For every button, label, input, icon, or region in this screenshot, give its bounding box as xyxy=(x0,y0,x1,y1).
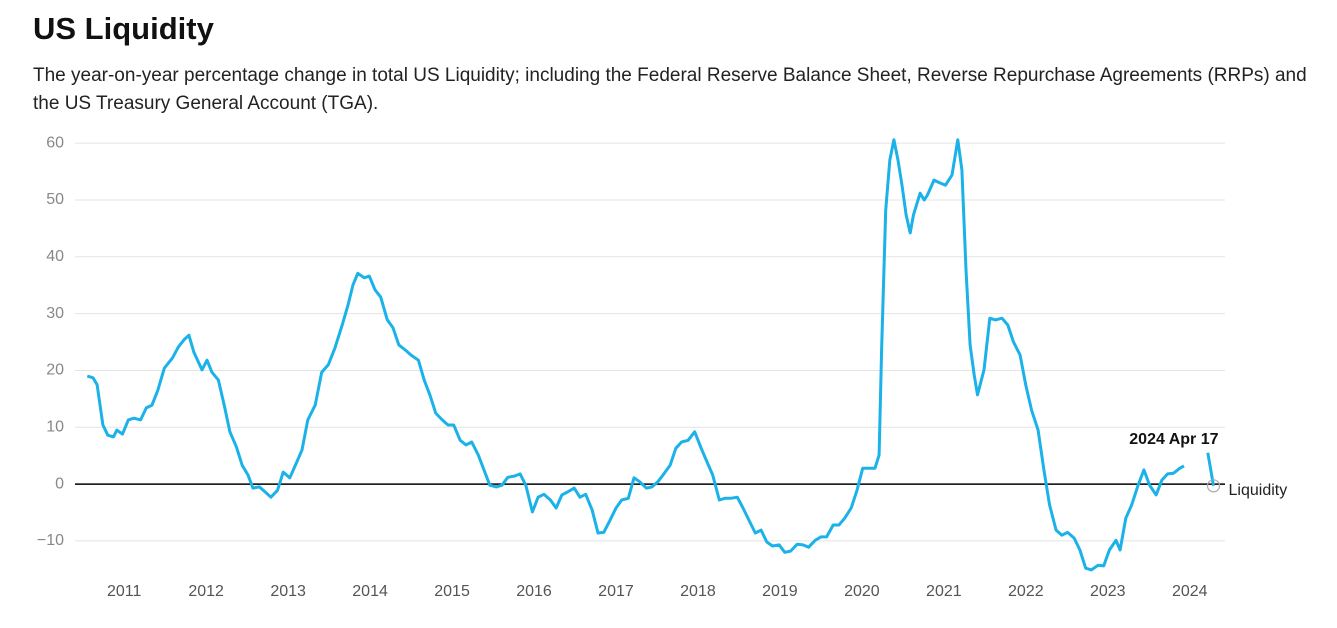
y-tick-label: 60 xyxy=(46,134,64,151)
chart-title: US Liquidity xyxy=(33,11,215,46)
x-tick-label: 2015 xyxy=(434,583,470,600)
series-line xyxy=(86,138,1215,572)
y-tick-label: 10 xyxy=(46,418,64,435)
x-tick-label: 2019 xyxy=(762,583,798,600)
y-tick-label: −10 xyxy=(37,532,64,549)
y-tick-label: 40 xyxy=(46,248,64,265)
chart-subtitle: The year-on-year percentage change in to… xyxy=(33,65,1307,114)
annotation: 2024 Apr 17 xyxy=(1129,431,1218,448)
x-tick-label: 2017 xyxy=(598,583,634,600)
x-tick-label: 2013 xyxy=(270,583,306,600)
y-tick-label: 30 xyxy=(46,305,64,322)
y-tick-label: 20 xyxy=(46,362,64,379)
x-tick-label: 2011 xyxy=(107,583,142,600)
x-tick-label: 2022 xyxy=(1008,583,1044,600)
y-tick-label: 0 xyxy=(55,475,64,492)
legend-label: Liquidity xyxy=(1229,482,1288,499)
subtitle-box: The year-on-year percentage change in to… xyxy=(33,65,1307,114)
x-tick-label: 2021 xyxy=(926,583,962,600)
x-tick-label: 2012 xyxy=(188,583,224,600)
x-tick-label: 2014 xyxy=(352,583,388,600)
x-tick-label: 2018 xyxy=(680,583,716,600)
x-tick-label: 2023 xyxy=(1090,583,1126,600)
x-tick-label: 2016 xyxy=(516,583,552,600)
x-tick-label: 2020 xyxy=(844,583,880,600)
end-point xyxy=(1206,479,1221,493)
y-tick-label: 50 xyxy=(46,191,64,208)
x-tick-label: 2024 xyxy=(1172,583,1208,600)
